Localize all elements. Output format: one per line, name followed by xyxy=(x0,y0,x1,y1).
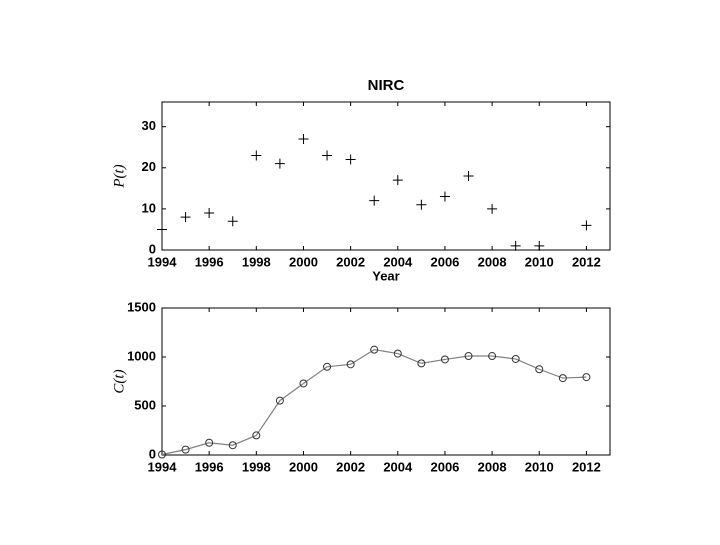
x-tick-label: 2012 xyxy=(572,254,601,269)
circle-marker xyxy=(299,379,308,388)
chart-title: NIRC xyxy=(368,77,405,94)
y-axis-label: C(t) xyxy=(111,369,127,393)
plus-marker xyxy=(180,212,191,223)
circle-marker xyxy=(558,374,567,383)
plus-marker xyxy=(534,240,545,251)
plus-marker xyxy=(345,154,356,165)
y-tick-label: 500 xyxy=(134,397,156,412)
x-tick-label: 1994 xyxy=(148,254,178,269)
circle-marker xyxy=(488,352,497,361)
plus-marker xyxy=(487,203,498,214)
y-axis-label: P(t) xyxy=(111,164,127,188)
y-tick-label: 30 xyxy=(142,118,156,133)
x-axis-label: Year xyxy=(372,268,399,283)
x-tick-label: 2002 xyxy=(336,254,365,269)
circle-marker xyxy=(205,438,214,447)
plus-marker xyxy=(369,195,380,206)
plus-marker xyxy=(322,150,333,161)
y-tick-label: 1500 xyxy=(127,299,156,314)
y-tick-label: 1000 xyxy=(127,348,156,363)
plus-marker xyxy=(298,134,309,144)
x-tick-label: 2002 xyxy=(336,459,365,474)
plus-marker xyxy=(251,150,262,161)
x-tick-label: 1998 xyxy=(242,459,271,474)
circle-marker xyxy=(252,431,261,440)
x-tick-label: 2004 xyxy=(383,459,413,474)
circle-marker xyxy=(393,349,402,358)
circle-marker xyxy=(511,354,520,363)
plus-marker xyxy=(439,191,450,202)
circle-marker xyxy=(440,355,449,364)
plus-marker xyxy=(157,224,167,235)
circle-marker xyxy=(370,345,379,354)
circle-marker xyxy=(535,365,544,374)
x-tick-label: 2006 xyxy=(430,459,459,474)
circle-marker xyxy=(464,352,473,361)
y-tick-label: 0 xyxy=(149,241,156,256)
x-tick-label: 2000 xyxy=(289,459,318,474)
x-tick-label: 1996 xyxy=(195,459,224,474)
x-tick-label: 2008 xyxy=(478,254,507,269)
circle-marker xyxy=(158,450,166,459)
circle-marker xyxy=(346,360,355,369)
axes-box xyxy=(161,307,611,456)
x-tick-label: 2012 xyxy=(572,459,601,474)
x-tick-label: 1996 xyxy=(195,254,224,269)
line xyxy=(161,349,587,456)
x-tick-label: 1998 xyxy=(242,254,271,269)
plus-marker xyxy=(227,216,238,227)
plus-marker xyxy=(204,208,215,218)
x-tick-label: 2004 xyxy=(383,254,413,269)
circle-marker xyxy=(228,441,237,450)
y-tick-label: 20 xyxy=(142,159,156,174)
circle-marker xyxy=(181,445,190,454)
y-tick-label: 10 xyxy=(142,200,156,215)
x-tick-label: 1994 xyxy=(148,459,178,474)
plus-marker xyxy=(392,175,403,186)
plus-marker xyxy=(581,220,592,231)
axes-box xyxy=(161,101,611,251)
circle-marker xyxy=(275,396,284,405)
y-tick-label: 0 xyxy=(149,446,156,461)
circle-marker xyxy=(323,362,332,371)
circle-marker xyxy=(582,373,591,382)
x-tick-label: 2010 xyxy=(525,459,554,474)
x-tick-label: 2008 xyxy=(478,459,507,474)
plus-marker xyxy=(274,158,285,169)
x-tick-label: 2010 xyxy=(525,254,554,269)
x-tick-label: 2006 xyxy=(430,254,459,269)
x-tick-label: 2000 xyxy=(289,254,318,269)
plus-marker xyxy=(510,240,521,251)
plus-marker xyxy=(416,199,427,210)
circle-marker xyxy=(417,359,426,368)
plus-marker xyxy=(463,171,474,181)
